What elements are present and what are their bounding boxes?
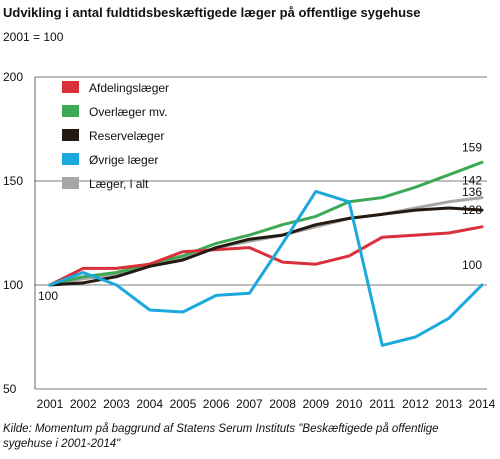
end-value-label-afdelingsl-ger: 128: [462, 203, 482, 217]
y-tick-label-200: 200: [3, 70, 23, 84]
data-labels: 100 128 159 136 100 142: [38, 140, 482, 303]
x-tick-label-2014: 2014: [469, 397, 496, 411]
y-tick-label-150: 150: [3, 174, 23, 188]
x-tick-label-2013: 2013: [435, 397, 462, 411]
x-tick-label-2002: 2002: [70, 397, 97, 411]
legend-label-l-ger-i-alt: Læger, i alt: [89, 177, 149, 191]
legend-label-vrige-l-ger: Øvrige læger: [89, 153, 158, 167]
series-line-afdelingsl-ger: [48, 225, 484, 287]
legend-swatch-vrige-l-ger: [62, 153, 79, 165]
gridlines: [35, 76, 487, 390]
end-value-label-reservel-ger: 136: [462, 185, 482, 199]
x-tick-label-2008: 2008: [269, 397, 296, 411]
series-line-vrige-l-ger: [48, 189, 484, 347]
x-tick-label-2004: 2004: [136, 397, 163, 411]
y-tick-label-100: 100: [3, 278, 23, 292]
legend-label-reservel-ger: Reservelæger: [89, 129, 164, 143]
x-tick-label-2005: 2005: [170, 397, 197, 411]
legend-swatch-afdelingsl-ger: [62, 81, 79, 93]
x-tick-label-2009: 2009: [302, 397, 329, 411]
series-lines: [48, 160, 484, 347]
source-line-2: sygehuse i 2001-2014": [3, 438, 121, 450]
source-line-1: Kilde: Momentum på baggrund af Statens S…: [3, 423, 439, 435]
end-value-label-overl-ger-mv: 159: [462, 140, 482, 154]
legend-swatch-reservel-ger: [62, 129, 79, 141]
start-value-label: 100: [38, 289, 58, 303]
axes: 50 100 150 200 2001 2002 2003 2004 2005 2006 2007 2…: [3, 70, 496, 411]
chart-subtitle: 2001 = 100: [3, 30, 64, 44]
series-line-reservel-ger: [48, 206, 484, 287]
x-tick-label-2011: 2011: [369, 397, 395, 411]
legend-label-afdelingsl-ger: Afdelingslæger: [89, 81, 169, 95]
x-tick-label-2012: 2012: [402, 397, 429, 411]
x-tick-label-2003: 2003: [103, 397, 130, 411]
series-line-overl-ger-mv: [48, 160, 484, 287]
x-tick-label-2006: 2006: [203, 397, 230, 411]
y-tick-label-50: 50: [3, 382, 17, 396]
legend: Afdelingslæger Overlæger mv. Reservelæger Ø…: [62, 81, 169, 191]
x-tick-label-2001: 2001: [37, 397, 64, 411]
legend-label-overl-ger-mv: Overlæger mv.: [89, 105, 167, 119]
x-tick-label-2010: 2010: [336, 397, 363, 411]
x-tick-label-2007: 2007: [236, 397, 263, 411]
end-value-label-l-ger-i-alt: 142: [462, 174, 482, 188]
legend-swatch-overl-ger-mv: [62, 105, 79, 117]
end-value-label-vrige-l-ger: 100: [462, 258, 482, 272]
chart-title: Udvikling i antal fuldtidsbeskæftigede l…: [3, 5, 421, 20]
legend-swatch-l-ger-i-alt: [62, 177, 79, 189]
